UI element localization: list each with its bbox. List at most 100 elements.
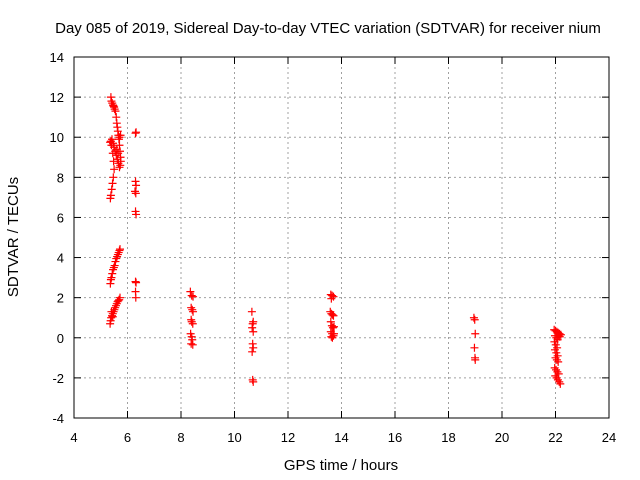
data-point (107, 97, 116, 106)
data-point (554, 369, 563, 378)
data-point (109, 263, 118, 272)
data-point (470, 343, 479, 352)
x-tick-label: 4 (70, 430, 77, 445)
data-point (115, 133, 124, 142)
data-point (553, 375, 562, 384)
data-point (469, 313, 478, 322)
y-tick-label: 14 (50, 50, 64, 65)
data-point (554, 331, 563, 340)
y-tick-label: 4 (57, 251, 64, 266)
y-tick-label: 10 (50, 130, 64, 145)
data-point (189, 292, 198, 301)
data-point (110, 261, 119, 270)
data-point (249, 343, 258, 352)
data-point (132, 278, 141, 287)
data-point (114, 248, 123, 257)
data-point (108, 269, 117, 278)
data-point (186, 287, 195, 296)
data-point (328, 310, 337, 319)
x-tick-label: 6 (124, 430, 131, 445)
data-point (329, 311, 338, 320)
data-point (107, 273, 116, 282)
data-point (110, 165, 119, 174)
data-point (107, 307, 116, 316)
data-point (328, 333, 337, 342)
data-point (187, 303, 196, 312)
data-point (555, 332, 564, 341)
y-tick-label: 12 (50, 90, 64, 105)
x-tick-label: 10 (227, 430, 241, 445)
x-tick-label: 16 (388, 430, 402, 445)
x-tick-label: 24 (602, 430, 616, 445)
data-point (551, 371, 560, 380)
data-point (249, 377, 258, 386)
data-point (109, 173, 118, 182)
data-point (113, 252, 122, 261)
y-axis-label: SDTVAR / TECUs (5, 177, 22, 297)
x-tick-label: 8 (177, 430, 184, 445)
x-axis-label: GPS time / hours (284, 457, 398, 474)
data-point (108, 312, 117, 321)
y-tick-label: 6 (57, 210, 64, 225)
data-point (471, 329, 480, 338)
data-point (131, 189, 140, 198)
data-point (554, 357, 563, 366)
y-tick-label: -2 (52, 371, 64, 386)
x-tick-label: 14 (334, 430, 348, 445)
data-point (114, 159, 123, 168)
x-tick-label: 18 (441, 430, 455, 445)
data-point (106, 194, 115, 203)
data-point (553, 367, 562, 376)
data-point (552, 373, 561, 382)
y-tick-label: 8 (57, 170, 64, 185)
data-point (111, 303, 120, 312)
data-point (470, 315, 479, 324)
data-point (247, 307, 256, 316)
data-points (106, 93, 565, 388)
data-point (556, 379, 565, 388)
data-point (131, 293, 140, 302)
data-point (132, 128, 141, 137)
data-point (188, 319, 197, 328)
data-point (187, 339, 196, 348)
data-point (330, 322, 339, 331)
data-point (330, 329, 339, 338)
y-tick-label: 0 (57, 331, 64, 346)
data-point (112, 254, 121, 263)
data-point (189, 307, 198, 316)
data-point (111, 301, 120, 310)
data-point (249, 327, 258, 336)
data-point (326, 317, 335, 326)
data-point (112, 145, 121, 154)
x-tick-label: 20 (495, 430, 509, 445)
data-point (113, 250, 122, 259)
grid-lines (74, 57, 609, 418)
y-tick-label: -4 (52, 411, 64, 426)
data-point (109, 265, 118, 274)
data-point (113, 155, 122, 164)
data-point (550, 363, 559, 372)
data-point (115, 163, 124, 172)
chart-title: Day 085 of 2019, Sidereal Day-to-day VTE… (55, 20, 601, 37)
data-point (552, 355, 561, 364)
data-point (188, 340, 197, 349)
data-point (108, 179, 117, 188)
y-tick-label: 2 (57, 291, 64, 306)
data-point (110, 105, 119, 114)
data-point (107, 185, 116, 194)
data-point (109, 157, 118, 166)
data-point (116, 131, 125, 140)
x-tick-label: 12 (281, 430, 295, 445)
data-point (113, 297, 122, 306)
data-point (132, 210, 141, 219)
data-point (116, 161, 125, 170)
data-point (327, 294, 336, 303)
data-point (107, 141, 116, 150)
data-point (471, 355, 480, 364)
data-point (116, 293, 125, 302)
data-point (248, 323, 257, 332)
data-point (130, 187, 139, 196)
